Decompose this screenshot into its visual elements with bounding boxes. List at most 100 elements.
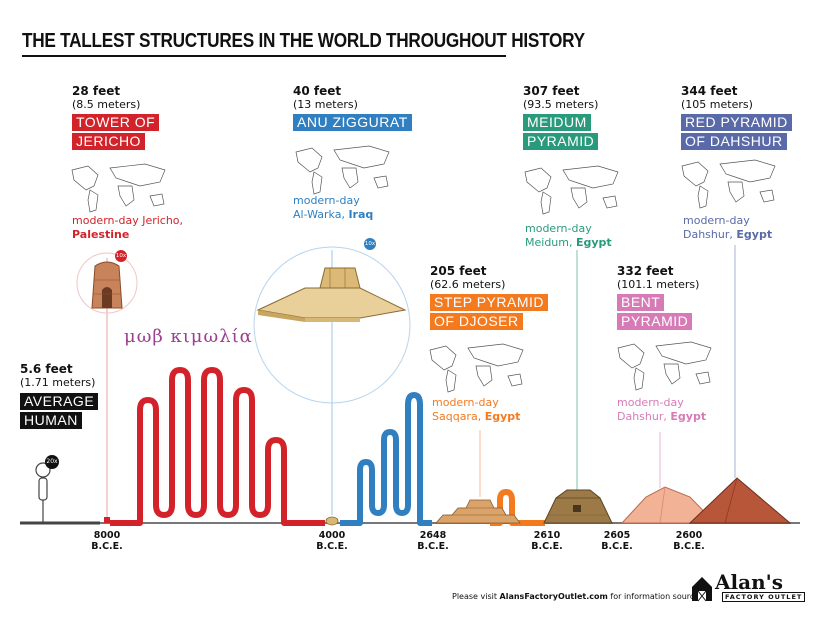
anu-mini [325, 516, 339, 526]
footer-note: Please visit AlansFactoryOutlet.com for … [452, 592, 706, 601]
red-location-country: Egypt [736, 228, 773, 241]
red-location-place: Dahshur, [683, 228, 733, 241]
anu-location: modern-day Al-Warka, Iraq [293, 194, 373, 222]
red-pyramid-image [688, 477, 792, 524]
human-figure [38, 477, 48, 501]
human-annotation: 5.6 feet (1.71 meters) AVERAGE HUMAN [20, 362, 99, 431]
date-tick-8000-era: B.C.E. [91, 541, 123, 552]
meidum-pyramid-image [543, 489, 613, 524]
red-height-meters: (105 meters) [681, 98, 753, 111]
footer-prefix: Please visit [452, 592, 500, 601]
human-label-line1: AVERAGE [20, 393, 99, 410]
anu-location-prefix: modern-day [293, 194, 360, 207]
meidum-world-map-icon [524, 165, 619, 215]
jericho-height-feet: 28 feet [72, 84, 121, 98]
human-height-feet: 5.6 feet [20, 362, 73, 376]
date-tick-2600-era: B.C.E. [673, 541, 705, 552]
anu-ziggurat-image [253, 246, 411, 404]
djoser-pyramid-image [435, 499, 521, 524]
meidum-height-feet: 307 feet [523, 84, 580, 98]
footer-link[interactable]: AlansFactoryOutlet.com [499, 592, 608, 601]
djoser-label-line1: STEP PYRAMID [430, 294, 548, 311]
anu-scale-badge: 10x [364, 238, 376, 250]
human-scale-badge: 20x [45, 455, 59, 469]
djoser-wiggle [490, 489, 545, 526]
jericho-height-meters: (8.5 meters) [72, 98, 141, 111]
bent-height-feet: 332 feet [617, 264, 674, 278]
jericho-label-line1: TOWER OF [72, 114, 160, 131]
jericho-tower-image [76, 252, 138, 314]
date-tick-4000-year: 4000 [318, 530, 346, 541]
date-tick-2648-year: 2648 [419, 530, 447, 541]
jericho-wiggle [110, 367, 325, 526]
meidum-label-line2: PYRAMID [523, 133, 599, 150]
date-tick-2648-era: B.C.E. [417, 541, 449, 552]
red-label-line2: OF DAHSHUR [681, 133, 787, 150]
djoser-height-meters: (62.6 meters) [430, 278, 506, 291]
barn-logo-icon [692, 577, 712, 602]
anu-world-map-icon [295, 145, 390, 195]
date-tick-2605-era: B.C.E. [601, 541, 633, 552]
red-location: modern-day Dahshur, Egypt [683, 214, 772, 242]
bent-height-meters: (101.1 meters) [617, 278, 700, 291]
red-location-prefix: modern-day [683, 214, 750, 227]
djoser-location: modern-day Saqqara, Egypt [432, 396, 520, 424]
human-height-meters: (1.71 meters) [20, 376, 96, 389]
logo-subtitle: FACTORY OUTLET [722, 592, 806, 602]
bent-location-prefix: modern-day [617, 396, 684, 409]
anu-label: ANU ZIGGURAT [293, 114, 412, 131]
jericho-world-map-icon [71, 163, 166, 213]
date-tick-4000-era: B.C.E. [316, 541, 348, 552]
meidum-location: modern-day Meidum, Egypt [525, 222, 612, 250]
meidum-location-place: Meidum, [525, 236, 573, 249]
anu-annotation: 40 feet (13 meters) ANU ZIGGURAT [293, 84, 412, 133]
human-label-line2: HUMAN [20, 412, 82, 429]
jericho-scale-badge: 10x [115, 250, 127, 262]
date-tick-2600-year: 2600 [675, 530, 703, 541]
bent-label-line1: BENT [617, 294, 665, 311]
bent-world-map-icon [617, 341, 712, 391]
logo-name: Alan's [715, 570, 783, 594]
meidum-annotation: 307 feet (93.5 meters) MEIDUM PYRAMID [523, 84, 598, 152]
red-height-feet: 344 feet [681, 84, 738, 98]
bent-annotation: 332 feet (101.1 meters) BENT PYRAMID [617, 264, 699, 332]
date-tick-2648: 2648 B.C.E. [408, 530, 458, 552]
anu-wiggle [340, 392, 432, 526]
red-world-map-icon [681, 159, 776, 209]
jericho-mini [104, 517, 110, 523]
djoser-annotation: 205 feet (62.6 meters) STEP PYRAMID OF D… [430, 264, 548, 332]
djoser-location-prefix: modern-day [432, 396, 499, 409]
date-tick-2610: 2610 B.C.E. [522, 530, 572, 552]
date-tick-2610-year: 2610 [533, 530, 561, 541]
jericho-label-line2: JERICHO [72, 133, 145, 150]
footer-suffix: for information sources. [607, 592, 706, 601]
jericho-annotation: 28 feet (8.5 meters) TOWER OF JERICHO [72, 84, 160, 152]
red-annotation: 344 feet (105 meters) RED PYRAMID OF DAH… [681, 84, 792, 152]
bent-location-country: Egypt [670, 410, 707, 423]
page-title: THE TALLEST STRUCTURES IN THE WORLD THRO… [22, 30, 585, 52]
djoser-label-line2: OF DJOSER [430, 313, 523, 330]
meidum-location-country: Egypt [575, 236, 612, 249]
meidum-label-line1: MEIDUM [523, 114, 591, 131]
djoser-height-feet: 205 feet [430, 264, 487, 278]
djoser-location-country: Egypt [484, 410, 521, 423]
anu-location-place: Al-Warka, [293, 208, 345, 221]
date-tick-2605-year: 2605 [603, 530, 631, 541]
title-underline [22, 55, 506, 57]
date-tick-2610-era: B.C.E. [531, 541, 563, 552]
jericho-location: modern-day Jericho, Palestine [72, 214, 183, 242]
date-tick-2600: 2600 B.C.E. [664, 530, 714, 552]
red-label-line1: RED PYRAMID [681, 114, 792, 131]
anu-location-country: Iraq [348, 208, 374, 221]
greek-overlay-text: μωβ κιμωλία [124, 326, 253, 347]
jericho-location-country: Palestine [72, 228, 130, 241]
anu-height-feet: 40 feet [293, 84, 342, 98]
bent-location-place: Dahshur, [617, 410, 667, 423]
date-tick-8000: 8000 B.C.E. [82, 530, 132, 552]
meidum-location-prefix: modern-day [525, 222, 592, 235]
date-tick-4000: 4000 B.C.E. [307, 530, 357, 552]
bent-location: modern-day Dahshur, Egypt [617, 396, 706, 424]
bent-label-line2: PYRAMID [617, 313, 693, 330]
date-tick-8000-year: 8000 [93, 530, 121, 541]
